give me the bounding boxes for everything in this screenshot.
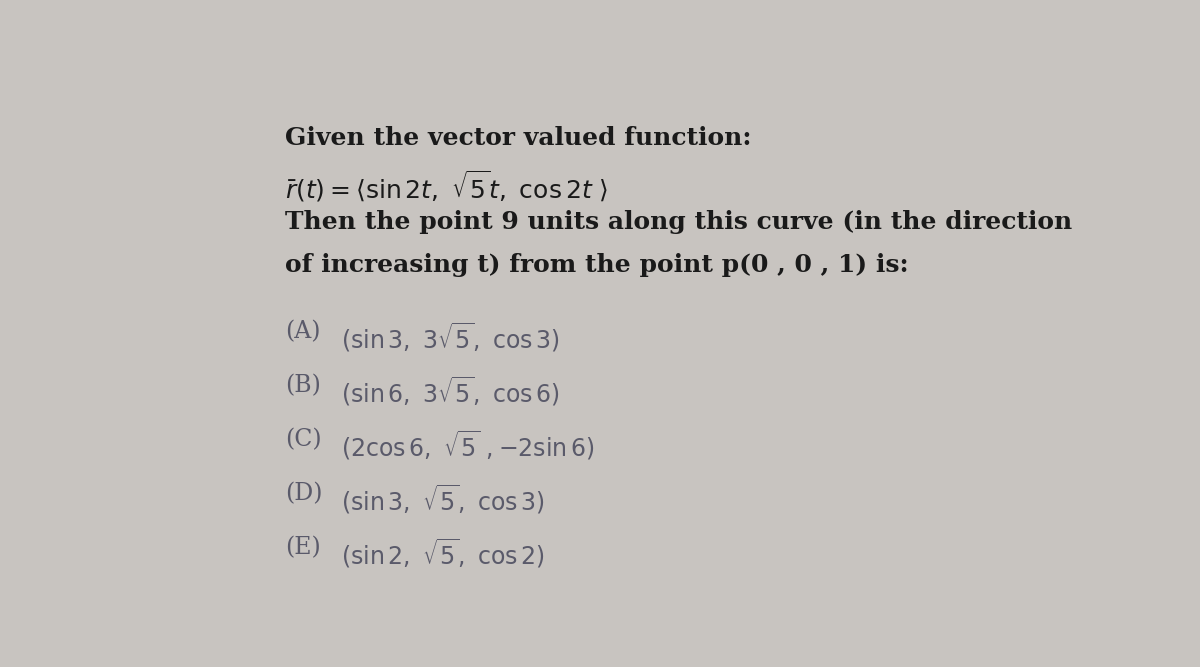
- Text: (E): (E): [284, 536, 320, 559]
- Text: (A): (A): [284, 320, 320, 344]
- Text: (D): (D): [284, 482, 323, 505]
- Text: $(2\cos 6,\ \sqrt{5}\ ,{-2}\sin 6)$: $(2\cos 6,\ \sqrt{5}\ ,{-2}\sin 6)$: [341, 428, 594, 462]
- Text: $(\sin 6,\ 3\sqrt{5},\ \cos 6)$: $(\sin 6,\ 3\sqrt{5},\ \cos 6)$: [341, 374, 559, 408]
- Text: Then the point 9 units along this curve (in the direction: Then the point 9 units along this curve …: [284, 211, 1072, 235]
- Text: Given the vector valued function:: Given the vector valued function:: [284, 126, 751, 150]
- Text: (C): (C): [284, 428, 322, 452]
- Text: $\bar{r}(t) =\langle \sin 2t,\ \sqrt{5}t,\ \cos 2t\ \rangle$: $\bar{r}(t) =\langle \sin 2t,\ \sqrt{5}t…: [284, 168, 608, 204]
- Text: $(\sin 3,\ 3\sqrt{5},\ \cos 3)$: $(\sin 3,\ 3\sqrt{5},\ \cos 3)$: [341, 320, 559, 354]
- Text: (B): (B): [284, 374, 320, 398]
- Text: $(\sin 2,\ \sqrt{5},\ \cos 2)$: $(\sin 2,\ \sqrt{5},\ \cos 2)$: [341, 536, 545, 570]
- Text: of increasing t) from the point p(0 , 0 , 1) is:: of increasing t) from the point p(0 , 0 …: [284, 253, 908, 277]
- Text: $(\sin 3,\ \sqrt{5},\ \cos 3)$: $(\sin 3,\ \sqrt{5},\ \cos 3)$: [341, 482, 545, 516]
